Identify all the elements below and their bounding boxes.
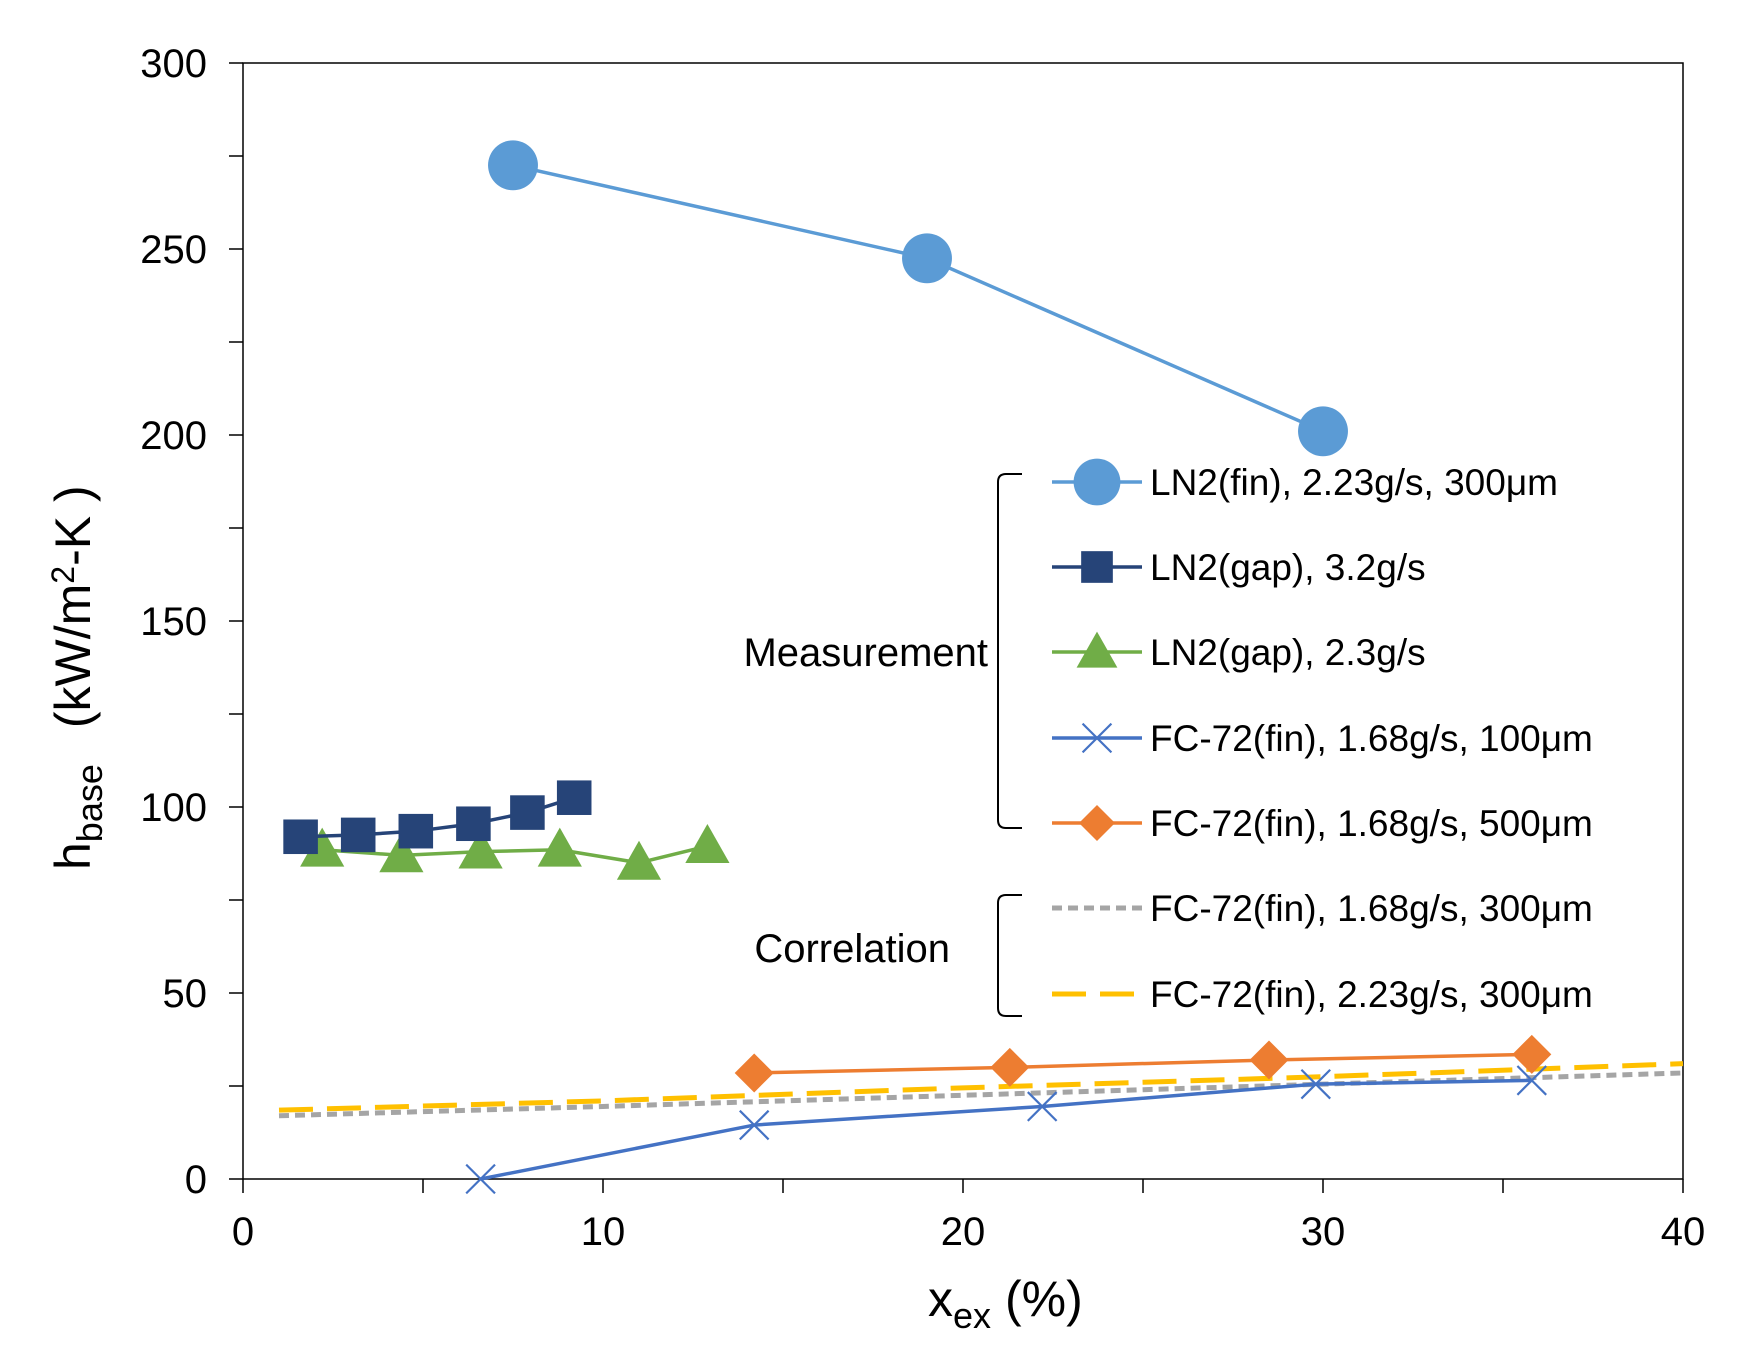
series-1	[283, 780, 592, 855]
data-point-x	[739, 1109, 770, 1141]
series-3	[465, 1065, 1547, 1195]
data-point-circle	[1298, 406, 1348, 457]
data-point-circle	[488, 140, 538, 191]
y-tick-label: 100	[140, 786, 207, 830]
data-point-triangle	[379, 833, 424, 873]
axis-ticks: 0 10 20 30 40 0 50 100 150 200 250 300	[140, 42, 1705, 1254]
x-tick-label: 30	[1301, 1210, 1346, 1254]
legend-marker	[1076, 631, 1118, 668]
legend-label: FC-72(fin), 1.68g/s, 500μm	[1150, 803, 1593, 844]
data-point-circle	[902, 233, 952, 284]
legend-label: FC-72(fin), 2.23g/s, 300μm	[1150, 974, 1593, 1015]
data-point-x	[1027, 1091, 1058, 1122]
marker-x-stroke	[1027, 1091, 1058, 1122]
legend-marker	[1073, 458, 1121, 506]
data-point-diamond	[734, 1053, 774, 1093]
series-line	[322, 844, 708, 865]
legend-entry-4: FC-72(fin), 1.68g/s, 500μm	[1052, 803, 1593, 844]
data-point-diamond	[990, 1047, 1030, 1087]
data-point-triangle	[616, 840, 662, 880]
legend-group-label: Measurement	[743, 631, 988, 675]
y-tick-label: 150	[140, 600, 207, 644]
data-point-diamond	[1512, 1034, 1552, 1074]
legend-group-label: Correlation	[754, 927, 950, 971]
data-point-square	[283, 819, 318, 855]
series-line	[278, 1070, 1684, 1119]
data-point-square	[456, 806, 491, 842]
legend-marker	[1079, 805, 1115, 841]
x-tick-label: 0	[232, 1210, 254, 1254]
legend: LN2(fin), 2.23g/s, 300μm LN2(gap), 3.2g/s…	[743, 458, 1593, 1017]
y-tick-label: 0	[185, 1158, 207, 1202]
series-line	[278, 1061, 1684, 1113]
x-axis-title: xex (%)	[928, 1271, 1083, 1336]
data-point-x	[1300, 1068, 1331, 1100]
data-point-x	[1516, 1065, 1547, 1096]
series-5	[278, 1070, 1684, 1119]
series-4	[734, 1034, 1552, 1093]
y-tick-label: 250	[140, 228, 207, 272]
data-point-diamond	[1249, 1040, 1289, 1080]
legend-entry-5: FC-72(fin), 1.68g/s, 300μm	[1052, 888, 1593, 929]
series-0	[488, 140, 1348, 457]
marker-x-stroke	[1300, 1068, 1331, 1100]
legend-entry-1: LN2(gap), 3.2g/s	[1052, 547, 1426, 588]
series-2	[300, 823, 730, 880]
data-point-square	[398, 813, 434, 849]
y-tick-label: 50	[163, 972, 208, 1016]
y-axis-title: hbase(kW/m2-K )	[45, 485, 110, 870]
legend-entry-2: LN2(gap), 2.3g/s	[1052, 631, 1426, 673]
data-point-triangle	[458, 829, 503, 869]
legend-label: FC-72(fin), 1.68g/s, 100μm	[1150, 718, 1593, 759]
marker-x-stroke	[739, 1109, 770, 1141]
marker-x-stroke	[1081, 722, 1113, 754]
legend-label: LN2(gap), 2.3g/s	[1150, 632, 1426, 673]
legend-marker	[1081, 722, 1113, 754]
marker-x-stroke	[1516, 1065, 1547, 1096]
legend-entry-0: LN2(fin), 2.23g/s, 300μm	[1052, 458, 1558, 506]
legend-entry-3: FC-72(fin), 1.68g/s, 100μm	[1052, 718, 1593, 759]
legend-group-0: Measurement	[743, 473, 1022, 829]
legend-bracket	[997, 894, 1022, 1017]
series-layer	[278, 140, 1684, 1195]
y-tick-label: 200	[140, 414, 207, 458]
data-point-square	[340, 817, 376, 853]
legend-entry-6: FC-72(fin), 2.23g/s, 300μm	[1052, 974, 1593, 1015]
legend-marker	[1081, 551, 1113, 583]
legend-label: FC-72(fin), 1.68g/s, 300μm	[1150, 888, 1593, 929]
series-line	[754, 1052, 1532, 1075]
data-point-triangle	[537, 827, 582, 867]
y-tick-label: 300	[140, 42, 207, 86]
legend-label: LN2(gap), 3.2g/s	[1150, 547, 1426, 588]
x-tick-label: 40	[1661, 1210, 1706, 1254]
series-line	[512, 163, 1324, 433]
legend-label: LN2(fin), 2.23g/s, 300μm	[1150, 462, 1558, 503]
series-6	[278, 1061, 1684, 1113]
data-point-square	[556, 780, 592, 815]
data-point-triangle	[685, 823, 730, 863]
data-point-x	[465, 1163, 496, 1195]
legend-bracket	[997, 473, 1022, 829]
x-tick-label: 20	[941, 1210, 986, 1254]
marker-x-stroke	[465, 1163, 496, 1195]
legend-group-1: Correlation	[754, 894, 1022, 1017]
data-point-triangle	[300, 827, 345, 867]
data-point-square	[510, 795, 545, 830]
x-tick-label: 10	[581, 1210, 626, 1254]
